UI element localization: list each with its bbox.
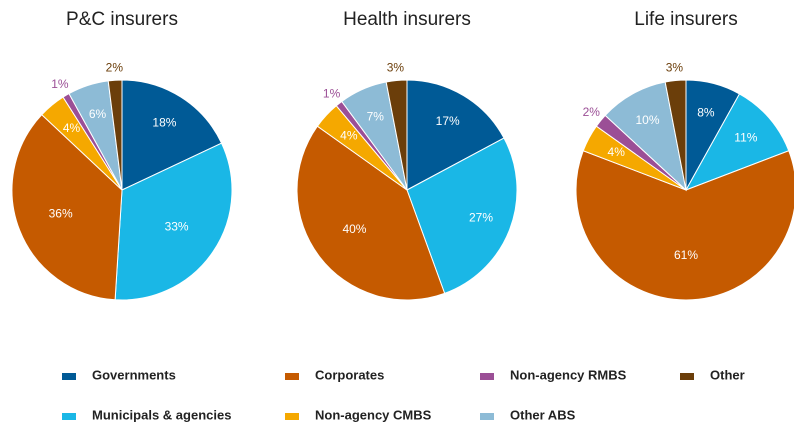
legend-label: Non-agency RMBS (510, 367, 627, 382)
pie-slice (107, 79, 123, 191)
pie-slice (114, 142, 233, 301)
chart-title: Health insurers (343, 9, 471, 30)
pie-slice (296, 125, 446, 301)
legend-swatch (285, 413, 299, 420)
data-label: 36% (49, 206, 73, 220)
pie-slice (406, 137, 518, 295)
data-label: 33% (165, 219, 189, 233)
legend-swatch (680, 373, 694, 380)
data-label: 1% (51, 77, 69, 91)
pie-slice (385, 79, 408, 191)
data-label: 2% (583, 105, 601, 119)
legend-swatch (480, 373, 494, 380)
data-label: 4% (63, 121, 81, 135)
data-label: 40% (342, 222, 366, 236)
data-label: 4% (608, 145, 626, 159)
legend-label: Municipals & agencies (92, 407, 231, 422)
chart-title: P&C insurers (66, 9, 178, 30)
legend-label: Governments (92, 367, 176, 382)
data-label: 1% (323, 86, 341, 100)
legend-swatch (62, 413, 76, 420)
pie-slice (575, 150, 794, 301)
data-label: 3% (387, 61, 405, 75)
legend-label: Other (710, 367, 745, 382)
data-label: 3% (666, 61, 684, 75)
legend-label: Non-agency CMBS (315, 407, 432, 422)
data-label: 7% (367, 110, 385, 124)
data-label: 8% (697, 106, 715, 120)
data-label: 10% (635, 113, 659, 127)
legend-label: Other ABS (510, 407, 576, 422)
pie-slice (406, 79, 505, 191)
pie-slice (664, 79, 687, 191)
data-label: 18% (152, 115, 176, 129)
data-label: 61% (674, 248, 698, 262)
legend-swatch (285, 373, 299, 380)
chart-title: Life insurers (634, 9, 738, 30)
legend-label: Corporates (315, 367, 384, 382)
data-label: 17% (436, 114, 460, 128)
data-label: 4% (340, 128, 358, 142)
data-label: 6% (89, 107, 107, 121)
data-label: 27% (469, 210, 493, 224)
pie-slice (11, 113, 123, 301)
data-label: 2% (106, 60, 124, 74)
legend-swatch (62, 373, 76, 380)
pie-slice (684, 93, 790, 191)
legend-swatch (480, 413, 494, 420)
pie-slice (121, 79, 223, 191)
data-label: 11% (734, 130, 757, 144)
